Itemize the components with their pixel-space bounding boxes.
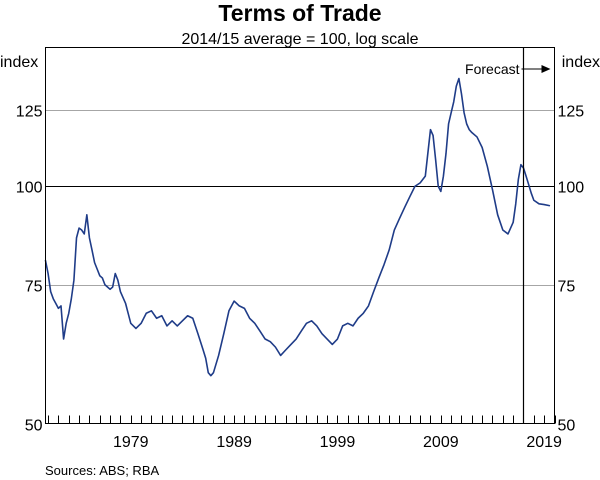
y-axis-unit-right: index (562, 54, 600, 71)
y-tick-label-left: 50 (25, 418, 43, 435)
x-axis-ticks: 1979 1989 1999 2009 2019 (48, 415, 562, 451)
series-layer (44, 77, 551, 377)
x-tick-label-1989: 1989 (216, 434, 252, 451)
forecast-label: Forecast (465, 61, 520, 77)
forecast-arrow-head (541, 65, 551, 73)
y-axis-ticks: 50 50 75 75 100 100 125 125 (16, 104, 585, 435)
y-tick-label-right: 50 (558, 418, 576, 435)
chart-title: Terms of Trade (218, 0, 381, 26)
y-tick-label-left: 125 (16, 104, 43, 121)
chart-subtitle: 2014/15 average = 100, log scale (181, 31, 418, 48)
x-tick-label-2009: 2009 (423, 434, 459, 451)
source-note: Sources: ABS; RBA (45, 463, 159, 478)
y-axis-unit-left: index (0, 54, 38, 71)
series-line-0 (44, 77, 551, 377)
y-tick-label-right: 100 (558, 180, 585, 197)
x-tick-label-1999: 1999 (320, 434, 356, 451)
y-tick-label-left: 75 (25, 279, 43, 296)
gridlines (45, 110, 555, 286)
plot-frame (45, 47, 555, 424)
x-tick-label-1979: 1979 (113, 434, 149, 451)
y-tick-label-right: 125 (558, 104, 585, 121)
y-tick-label-left: 100 (16, 180, 43, 197)
forecast-annotation: Forecast (465, 47, 551, 424)
y-tick-label-right: 75 (558, 279, 576, 296)
x-tick-label-2019: 2019 (526, 434, 562, 451)
